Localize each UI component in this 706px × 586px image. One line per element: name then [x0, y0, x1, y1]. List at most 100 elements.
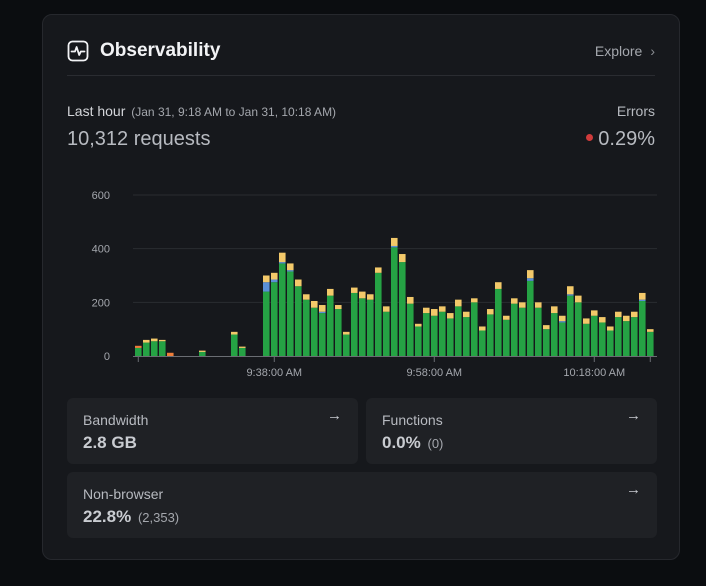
bar-success — [231, 334, 238, 356]
bandwidth-card[interactable]: Bandwidth 2.8 GB → — [67, 398, 358, 464]
arrow-right-icon: → — [626, 481, 641, 498]
bar-success — [335, 309, 342, 356]
bar-success — [399, 262, 406, 356]
bar-success — [439, 311, 446, 356]
bar-success — [199, 351, 206, 356]
bar-yellow — [639, 292, 646, 300]
bar-yellow — [319, 305, 326, 312]
bar-yellow — [583, 318, 590, 324]
bar-yellow — [327, 288, 334, 296]
bar-success — [503, 319, 510, 356]
bar-yellow — [279, 252, 286, 263]
bar-yellow — [487, 309, 494, 315]
bar-yellow — [439, 306, 446, 312]
bar-yellow — [471, 298, 478, 303]
bar-success — [463, 317, 470, 356]
bar-success — [447, 318, 454, 356]
explore-link[interactable]: Explore › — [595, 41, 655, 61]
bar-yellow — [199, 350, 206, 352]
bar-yellow — [407, 296, 414, 304]
bar-blue — [391, 245, 398, 248]
bar-yellow — [463, 311, 470, 318]
errors-value-wrap: 0.29% — [586, 126, 655, 152]
bar-success — [415, 326, 422, 356]
bar-success — [375, 272, 382, 356]
errors-label: Errors — [616, 103, 655, 119]
bar-success — [311, 307, 318, 356]
functions-sub: (0) — [427, 436, 444, 451]
functions-value-wrap: 0.0% (0) — [382, 432, 443, 455]
bar-yellow — [359, 291, 366, 299]
bar-yellow — [479, 326, 486, 331]
bar-blue — [271, 279, 278, 283]
errors-value: 0.29% — [598, 128, 655, 150]
functions-card[interactable]: Functions 0.0% (0) → — [366, 398, 657, 464]
bar-yellow — [351, 287, 358, 293]
bar-success — [151, 341, 158, 356]
bar-yellow — [503, 315, 510, 320]
bar-success — [359, 298, 366, 356]
bar-success — [479, 330, 486, 356]
bar-success — [527, 280, 534, 356]
time-range: Last hour (Jan 31, 9:18 AM to Jan 31, 10… — [67, 102, 336, 121]
bar-blue — [319, 311, 326, 314]
bar-success — [511, 303, 518, 356]
bar-success — [631, 317, 638, 356]
bar-yellow — [567, 286, 574, 295]
bar-success — [343, 334, 350, 356]
nonbrowser-value: 22.8% — [83, 507, 132, 526]
bar-success — [327, 295, 334, 357]
bar-yellow — [367, 294, 374, 300]
bar-success — [239, 347, 246, 356]
nonbrowser-card[interactable]: Non-browser 22.8% (2,353) → — [67, 472, 657, 538]
bar-success — [471, 302, 478, 356]
functions-value: 0.0% — [382, 433, 421, 452]
bar-yellow — [399, 254, 406, 263]
bar-blue — [567, 294, 574, 296]
bar-success — [351, 292, 358, 356]
bar-success — [279, 263, 286, 356]
bar-blue — [639, 299, 646, 301]
bar-yellow — [343, 331, 350, 335]
bar-success — [607, 330, 614, 356]
x-tick-label: 9:38:00 AM — [246, 367, 302, 379]
bar-yellow — [231, 331, 238, 335]
nonbrowser-value-wrap: 22.8% (2,353) — [83, 506, 179, 529]
bar-success — [487, 314, 494, 356]
bar-yellow — [623, 315, 630, 322]
bar-success — [159, 341, 166, 356]
bar-yellow — [431, 309, 438, 316]
bar-yellow — [631, 311, 638, 318]
bar-success — [583, 323, 590, 356]
bar-success — [391, 247, 398, 356]
bar-success — [319, 313, 326, 356]
bar-success — [431, 315, 438, 356]
explore-label[interactable]: Explore — [594, 43, 643, 59]
bar-yellow — [559, 315, 566, 322]
bar-success — [559, 322, 566, 356]
bar-yellow — [591, 310, 598, 316]
x-tick-label: 10:18:00 AM — [563, 367, 625, 379]
bar-yellow — [551, 306, 558, 314]
bar-success — [551, 313, 558, 356]
bar-success — [383, 311, 390, 356]
activity-icon — [67, 40, 89, 62]
y-tick-label: 200 — [92, 297, 110, 309]
bar-success — [567, 295, 574, 357]
bar-success — [287, 271, 294, 356]
bar-yellow — [519, 302, 526, 308]
bar-yellow — [495, 282, 502, 289]
bar-success — [143, 342, 150, 356]
bar-success — [543, 329, 550, 356]
bar-success — [647, 331, 654, 356]
bar-yellow — [615, 311, 622, 318]
requests-chart: 0 200 400 600 9:38:00 AM 9:58:00 AM 10:18:00 A… — [92, 190, 657, 379]
bar-success — [575, 302, 582, 356]
bar-yellow — [271, 272, 278, 280]
bar-success — [535, 307, 542, 356]
bar-success — [639, 300, 646, 356]
observability-card: Observability Explore › Last hour (Jan 31… — [42, 14, 680, 560]
bar-yellow — [423, 307, 430, 314]
y-tick-label: 600 — [92, 190, 110, 202]
bar-blue — [263, 282, 270, 292]
